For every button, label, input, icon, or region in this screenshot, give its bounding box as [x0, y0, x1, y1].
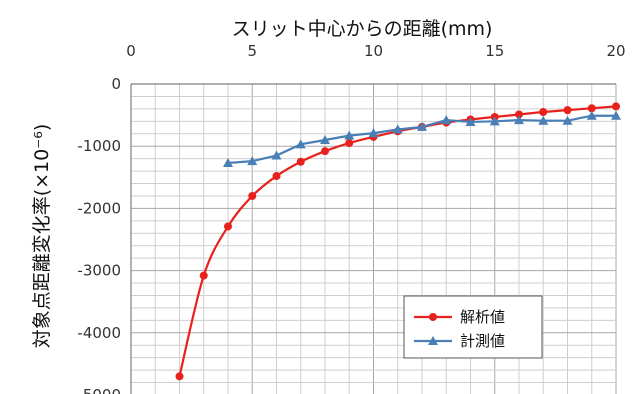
chart-title: スリット中心からの距離(mm) — [232, 18, 493, 40]
y-tick-label: -5000 — [77, 386, 121, 394]
data-point — [271, 150, 282, 160]
legend-label: 計測値 — [460, 332, 505, 350]
data-point — [538, 115, 549, 125]
data-point — [611, 110, 621, 120]
data-point — [199, 271, 208, 280]
data-point — [345, 139, 354, 148]
y-axis-label: 対象点距離変化率(×10⁻⁶) — [31, 124, 53, 349]
data-point — [247, 156, 258, 166]
data-point — [562, 115, 573, 125]
x-tick-label: 10 — [364, 42, 383, 60]
x-tick-label: 5 — [247, 42, 257, 60]
y-tick-label: -4000 — [77, 324, 121, 342]
axes: 0 5 10 15 20 0 -1000 -2000 -3000 -4000 -5000 — [77, 42, 626, 394]
y-tick-label: -1000 — [77, 137, 121, 155]
legend-label: 解析値 — [460, 308, 505, 326]
data-point — [563, 106, 572, 115]
data-point — [514, 115, 524, 125]
data-point — [224, 222, 232, 231]
y-tick-label: -2000 — [77, 199, 121, 217]
legend-swatch-marker — [429, 313, 437, 321]
legend-box — [403, 295, 543, 359]
x-tick-label: 20 — [606, 42, 625, 60]
data-point — [368, 128, 379, 138]
data-point — [392, 124, 403, 134]
data-point — [295, 139, 306, 149]
x-tick-label: 15 — [485, 42, 504, 60]
data-point — [344, 130, 355, 140]
data-point — [417, 121, 427, 131]
legend-swatch-marker — [428, 336, 438, 345]
data-point — [489, 116, 500, 126]
data-point — [223, 157, 233, 167]
data-point — [465, 116, 476, 126]
x-tick-label: 0 — [126, 42, 136, 60]
data-point — [321, 147, 329, 156]
data-point — [320, 134, 330, 144]
data-point — [296, 157, 305, 166]
data-point — [441, 115, 452, 125]
data-point — [175, 372, 184, 381]
data-point — [539, 107, 548, 116]
data-point — [587, 104, 596, 113]
data-point — [586, 110, 597, 120]
data-point — [612, 102, 620, 111]
data-point — [248, 191, 257, 200]
y-tick-label: -3000 — [77, 262, 121, 280]
series-2 — [223, 110, 621, 167]
series-layer — [175, 102, 621, 381]
y-tick-label: 0 — [111, 75, 121, 93]
data-point — [272, 172, 281, 181]
data-point — [515, 110, 523, 119]
